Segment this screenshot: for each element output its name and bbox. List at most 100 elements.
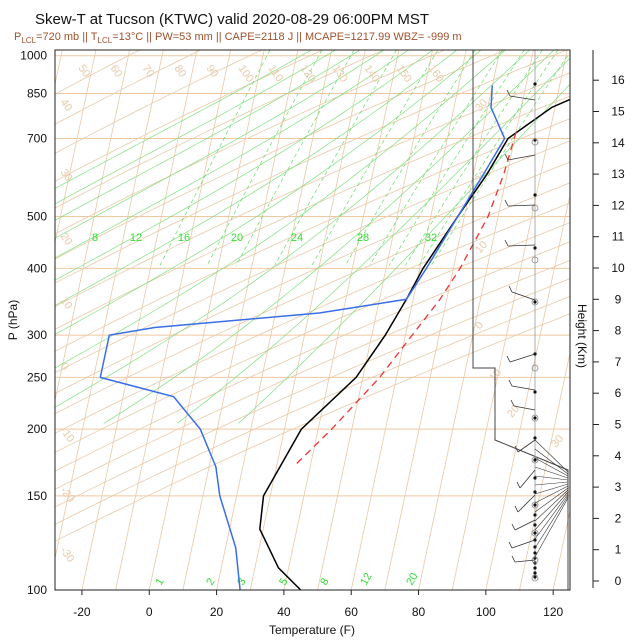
wind-level-dot <box>533 476 537 480</box>
dry-adiabat <box>55 161 570 394</box>
wind-level-dot <box>533 490 537 494</box>
wind-level-dot <box>533 571 537 575</box>
dry-adiabat <box>55 241 570 472</box>
dry-adiabat <box>55 222 570 453</box>
y-tick-label: 100 <box>27 583 47 597</box>
mixing-ratio-label: 20 <box>404 571 421 588</box>
dry-adiabat <box>55 50 140 95</box>
wind-barb-low <box>534 487 569 513</box>
height-tick-label: 13 <box>611 167 625 181</box>
x-tick-label: 40 <box>277 605 291 619</box>
isotherm-label: 30 <box>58 167 75 184</box>
wind-barb-low <box>534 475 569 481</box>
wind-barb-low <box>534 485 569 504</box>
moist-adiabat <box>55 50 433 281</box>
y-tick-label: 400 <box>27 261 47 275</box>
wind-level-dot <box>533 503 537 507</box>
dry-adiabat <box>55 182 570 415</box>
mixing-ratio-line <box>369 50 503 266</box>
mixing-ratio-label: 8 <box>318 576 331 587</box>
data-layer <box>99 85 570 590</box>
isotherm-label: -10 <box>58 425 77 445</box>
chart-subtitle: PLCL=720 mb || TLCL=13°C || PW=53 mm || … <box>14 31 462 45</box>
wind-barb <box>517 439 536 453</box>
wind-barb-flag <box>511 523 516 531</box>
dry-adiabat <box>55 313 570 542</box>
dry-adiabat <box>55 260 570 490</box>
isotherm-label: 90 <box>204 63 221 80</box>
wind-profile <box>472 50 569 590</box>
wind-barb <box>514 559 536 563</box>
isotherm-label: 120 <box>298 63 318 85</box>
wind-barb <box>513 405 536 411</box>
y-tick-label: 500 <box>27 210 47 224</box>
plot-frame <box>54 49 571 591</box>
x-tick-label: 20 <box>210 605 224 619</box>
isotherm-label: 70 <box>140 63 157 80</box>
wind-level-dot <box>533 436 537 440</box>
y-tick-label: 150 <box>27 489 47 503</box>
wind-barb <box>519 469 536 489</box>
y-axis-label: P (hPa) <box>6 300 20 340</box>
isotherm-label: 10 <box>58 295 75 312</box>
wind-barb <box>511 291 536 301</box>
wind-barb-flag <box>510 399 515 407</box>
wind-barb-low <box>534 495 569 549</box>
dry-adiabat <box>55 296 570 525</box>
mixing-ratio-label: 3 <box>235 576 248 587</box>
mixing-ratio-label: 2 <box>204 576 217 587</box>
isotherm-label: 0 <box>58 361 71 373</box>
isotherm <box>55 50 130 403</box>
mixing-ratio-line <box>206 50 323 266</box>
subtitle-plcl-sub: LCL <box>21 36 36 45</box>
wind-barb-flag <box>508 541 513 549</box>
mixing-ratio-label: 5 <box>277 576 290 587</box>
y-tick-label: 1000 <box>20 49 47 63</box>
adiabat-label: 10 <box>473 239 490 256</box>
y-tick-label: 700 <box>27 131 47 145</box>
moist-adiabat <box>55 50 409 259</box>
wind-calm-ring <box>531 501 539 509</box>
isotherm <box>55 50 97 245</box>
isotherm <box>283 50 400 590</box>
series-dewpoint <box>99 85 506 590</box>
height-tick-label: 11 <box>612 230 625 244</box>
isotherm <box>485 192 570 590</box>
x-tick-label: -20 <box>73 605 91 619</box>
series-parcel <box>292 131 517 468</box>
moist-adiabat <box>55 50 360 221</box>
wind-barb-flag <box>506 89 511 97</box>
isotherm-label: 80 <box>172 63 189 80</box>
adiabat-label: 40 <box>561 485 578 502</box>
wind-barb-flag <box>514 505 519 513</box>
wind-calm-ring <box>531 456 539 464</box>
y-tick-label: 300 <box>27 328 47 342</box>
x-tick-label: 0 <box>146 605 153 619</box>
isotherm-label: -30 <box>58 545 77 565</box>
dry-adiabat <box>55 140 570 374</box>
wind-barb <box>511 385 536 391</box>
dry-adiabat <box>55 278 570 508</box>
wind-barb-flag <box>508 379 513 387</box>
mixing-ratio-label: 20 <box>231 232 243 244</box>
isotherm-label: 140 <box>362 63 382 85</box>
series-temperature <box>259 98 570 590</box>
moist-adiabat <box>176 57 570 424</box>
subtitle-rest: =13°C || PW=53 mm || CAPE=2118 J || MCAP… <box>112 31 461 43</box>
isotherm-label: 60 <box>108 63 125 80</box>
wind-level-dot <box>533 551 537 555</box>
dry-adiabat <box>55 50 262 154</box>
mixing-ratio-label: 8 <box>92 232 98 244</box>
wind-level-dot <box>533 246 537 250</box>
mixing-ratio-label: 24 <box>291 232 303 244</box>
wind-barb-low <box>534 489 569 522</box>
mixing-ratio-label: 12 <box>358 571 375 588</box>
mixing-ratio-line <box>344 50 476 266</box>
wind-barb-low <box>534 448 569 475</box>
isotherm <box>519 350 570 590</box>
wind-level-dot <box>533 458 537 462</box>
height-tick-label: 0 <box>615 574 622 588</box>
mixing-ratio-line <box>311 50 439 266</box>
isotherm-label: 20 <box>58 231 75 248</box>
wind-barb <box>507 154 536 161</box>
